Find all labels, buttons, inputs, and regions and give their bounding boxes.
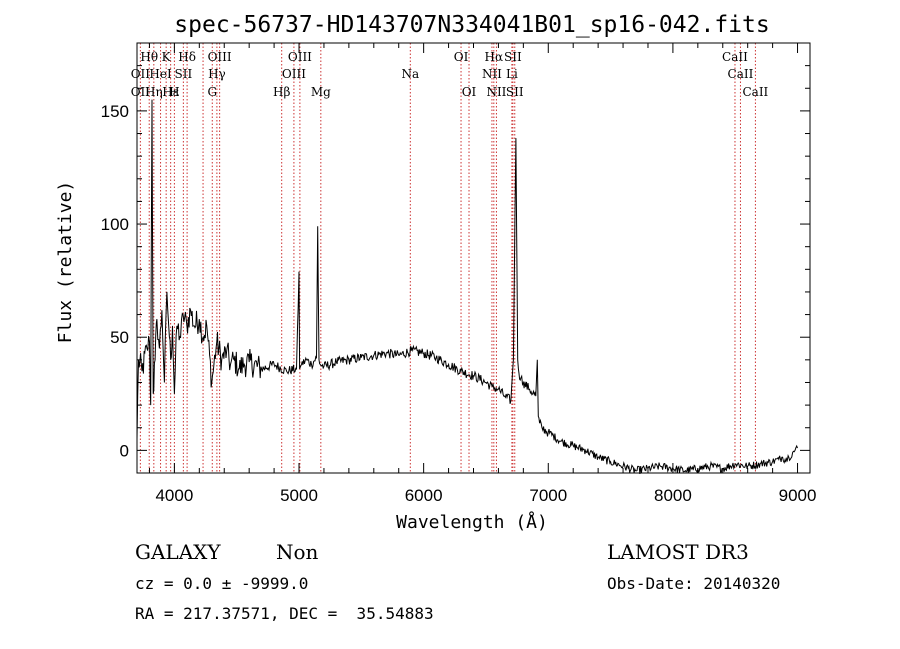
marker-label: SII	[506, 85, 524, 99]
marker-label: OI	[454, 50, 469, 64]
marker-label: Hβ	[273, 85, 290, 99]
survey-name: LAMOST DR3	[607, 540, 749, 564]
object-class: GALAXY	[135, 540, 221, 564]
spectrum-line	[136, 99, 798, 474]
x-tick-label: 4000	[155, 486, 193, 505]
marker-label: Mg	[311, 85, 331, 99]
emission-line-markers	[139, 43, 756, 473]
marker-label: CaII	[722, 50, 748, 64]
y-tick-label: 100	[101, 215, 129, 234]
marker-label: CaII	[728, 67, 754, 81]
y-tick-label: 50	[110, 328, 129, 347]
x-tick-label: 7000	[529, 486, 567, 505]
x-tick-label: 9000	[779, 486, 817, 505]
axis-ticks	[137, 42, 810, 474]
x-axis-label: Wavelength (Å)	[396, 511, 548, 533]
marker-label: SII	[175, 67, 193, 81]
marker-label: NII	[482, 67, 502, 81]
marker-label: OI	[462, 85, 477, 99]
marker-label: HeI	[149, 67, 172, 81]
marker-label: OII	[131, 85, 151, 99]
marker-label: Na	[401, 67, 419, 81]
marker-label: Hγ	[208, 67, 226, 81]
marker-label: OIII	[208, 50, 232, 64]
x-tick-label: 5000	[280, 486, 318, 505]
marker-label: Hα	[485, 50, 504, 64]
marker-label: G	[207, 85, 217, 99]
marker-label: K	[162, 50, 172, 64]
x-tick-label: 6000	[405, 486, 443, 505]
marker-label: Hη	[145, 85, 163, 99]
marker-label: OIII	[288, 50, 312, 64]
marker-label: H	[169, 85, 179, 99]
x-tick-label: 8000	[654, 486, 692, 505]
plot-frame	[136, 42, 811, 474]
obs-date: Obs-Date: 20140320	[607, 574, 781, 593]
marker-label: OII	[131, 67, 151, 81]
y-tick-label: 150	[101, 102, 129, 121]
marker-label: Hε	[162, 85, 179, 99]
y-axis-label: Flux (relative)	[55, 181, 76, 344]
axis-tick-labels: 4000 5000 6000 7000 8000 9000 0 50 100 150	[101, 102, 817, 505]
marker-label: OIII	[282, 67, 306, 81]
marker-label: Hθ	[140, 50, 158, 64]
chart-title: spec-56737-HD143707N334041B01_sp16-042.f…	[174, 12, 769, 38]
marker-label: Li	[506, 67, 518, 81]
marker-label: SII	[504, 50, 522, 64]
redshift-line: cz = 0.0 ± -9999.0	[135, 574, 309, 593]
coordinates: RA = 217.37571, DEC = 35.54883	[135, 604, 434, 623]
marker-label: Hδ	[178, 50, 196, 64]
object-subclass: Non	[276, 540, 319, 564]
y-tick-label: 0	[120, 441, 129, 460]
marker-label: NII	[486, 85, 506, 99]
marker-label: CaII	[742, 85, 768, 99]
